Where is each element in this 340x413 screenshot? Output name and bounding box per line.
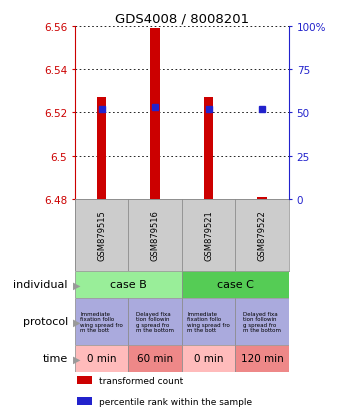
Text: Immediate
fixation follo
wing spread fro
m the bott: Immediate fixation follo wing spread fro… — [187, 311, 230, 332]
Bar — [150, 29, 160, 199]
Bar — [182, 271, 289, 298]
Text: percentile rank within the sample: percentile rank within the sample — [99, 396, 252, 406]
Bar — [75, 345, 129, 372]
Text: ▶: ▶ — [73, 354, 81, 363]
Bar — [129, 298, 182, 345]
Title: GDS4008 / 8008201: GDS4008 / 8008201 — [115, 13, 249, 26]
Bar — [75, 271, 182, 298]
Bar — [235, 199, 289, 271]
Text: transformed count: transformed count — [99, 376, 183, 385]
Bar — [182, 199, 235, 271]
Bar — [204, 98, 214, 199]
Bar — [235, 298, 289, 345]
Text: ▶: ▶ — [73, 280, 81, 290]
Bar — [182, 345, 235, 372]
Text: Delayed fixa
tion followin
g spread fro
m the bottom: Delayed fixa tion followin g spread fro … — [243, 311, 281, 332]
Bar — [257, 197, 267, 199]
Text: Immediate
fixation follo
wing spread fro
m the bott: Immediate fixation follo wing spread fro… — [80, 311, 123, 332]
Bar — [182, 298, 235, 345]
Text: 120 min: 120 min — [241, 354, 284, 363]
Text: time: time — [43, 354, 68, 363]
Bar — [78, 376, 92, 384]
Text: GSM879522: GSM879522 — [258, 210, 267, 261]
Text: ▶: ▶ — [73, 317, 81, 327]
Text: Delayed fixa
tion followin
g spread fro
m the bottom: Delayed fixa tion followin g spread fro … — [136, 311, 174, 332]
Text: individual: individual — [14, 280, 68, 290]
Text: 60 min: 60 min — [137, 354, 173, 363]
Bar — [97, 98, 106, 199]
Bar — [235, 345, 289, 372]
Text: GSM879516: GSM879516 — [151, 210, 159, 261]
Text: case B: case B — [110, 280, 147, 290]
Text: 0 min: 0 min — [194, 354, 223, 363]
Text: GSM879515: GSM879515 — [97, 210, 106, 261]
Bar — [78, 397, 92, 405]
Text: protocol: protocol — [23, 317, 68, 327]
Bar — [75, 199, 129, 271]
Text: case C: case C — [217, 280, 254, 290]
Bar — [129, 199, 182, 271]
Bar — [129, 345, 182, 372]
Text: 0 min: 0 min — [87, 354, 116, 363]
Bar — [75, 298, 129, 345]
Text: GSM879521: GSM879521 — [204, 210, 213, 261]
